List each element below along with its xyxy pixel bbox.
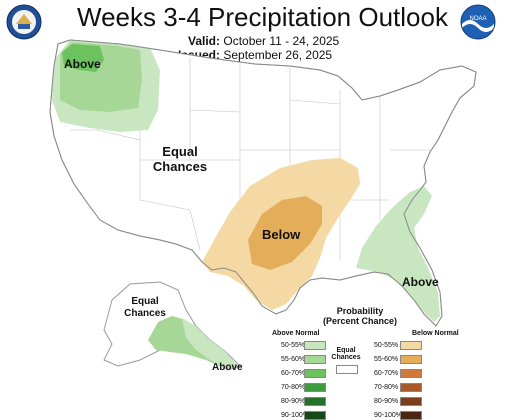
above-region-ak-light	[182, 318, 238, 370]
noaa-logo-icon: NOAA	[460, 4, 496, 40]
label-below-central: Below	[262, 227, 301, 242]
legend-above-row-swatch	[304, 355, 326, 364]
legend-above-row-swatch	[304, 383, 326, 392]
legend-title-line-1: Probability	[336, 306, 384, 316]
legend-below-row-label: 80-90%	[374, 398, 399, 405]
legend-equal-chances: Equal Chances	[328, 347, 364, 361]
label-equal-chances-ak: Equal Chances	[120, 296, 170, 319]
legend-below-row-swatch	[400, 411, 422, 420]
legend-below-row-label: 60-70%	[374, 370, 399, 377]
legend-below-row-label: 70-80%	[374, 384, 399, 391]
legend-above-row-label: 60-70%	[281, 370, 306, 377]
page-title: Weeks 3-4 Precipitation Outlook	[77, 2, 448, 32]
label-above-ak: Above	[212, 362, 243, 373]
above-region-se	[356, 186, 440, 322]
legend-above-header: Above Normal	[272, 330, 320, 337]
legend-below-row-swatch	[400, 369, 422, 378]
below-region-central-mid	[248, 196, 322, 270]
outlook-map-figure: Weeks 3-4 Precipitation Outlook Valid: O…	[6, 2, 496, 420]
valid-value: October 11 - 24, 2025	[223, 34, 340, 48]
label-above-se: Above	[402, 275, 439, 289]
equal-chances-line-1: Equal	[162, 144, 198, 159]
valid-label: Valid:	[188, 34, 221, 48]
legend-above-row-label: 55-60%	[281, 356, 306, 363]
legend-below-row-label: 90-100%	[374, 412, 403, 419]
valid-line: Valid: October 11 - 24, 2025	[188, 34, 339, 48]
legend-below-row-label: 55-60%	[374, 356, 399, 363]
legend-above-row-swatch	[304, 369, 326, 378]
legend-equal-line-1: Equal	[336, 347, 356, 354]
legend-above-row-label: 80-90%	[281, 398, 306, 405]
label-equal-chances-west: Equal Chances	[150, 144, 210, 175]
issued-value: September 26, 2025	[223, 48, 333, 62]
legend-title: Probability (Percent Chance)	[300, 306, 420, 326]
equal-chances-ak-line-2: Chances	[124, 307, 166, 319]
legend-equal-swatch	[336, 365, 358, 374]
above-region-nw-strong	[62, 44, 104, 72]
svg-text:NOAA: NOAA	[469, 16, 486, 22]
equal-chances-line-2: Chances	[152, 158, 208, 174]
legend-below-header: Below Normal	[412, 330, 459, 337]
legend-below-row-swatch	[400, 341, 422, 350]
legend-title-line-2: (Percent Chance)	[322, 316, 398, 326]
label-above-nw: Above	[64, 57, 101, 71]
legend-above-row-swatch	[304, 411, 326, 420]
legend-below-row-label: 50-55%	[374, 342, 399, 349]
legend-above-row-label: 70-80%	[281, 384, 306, 391]
us-map	[49, 39, 477, 371]
legend-above-row-swatch	[304, 341, 326, 350]
legend-below-row-swatch	[400, 355, 422, 364]
legend-above-row-label: 50-55%	[281, 342, 306, 349]
equal-chances-ak-line-1: Equal	[131, 296, 159, 307]
doc-seal-icon	[6, 4, 42, 40]
legend-below-row-swatch	[400, 383, 422, 392]
legend-equal-line-2: Chances	[331, 354, 361, 361]
